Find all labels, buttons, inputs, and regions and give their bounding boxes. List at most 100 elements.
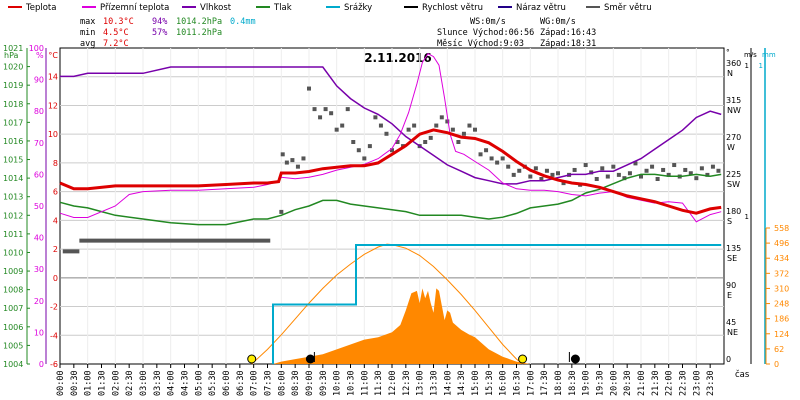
wind-dir-point — [423, 140, 428, 144]
stats-avg-temp: 7.2°C — [103, 39, 129, 49]
x-tick-label: 14:00 — [443, 370, 453, 396]
x-tick-label: 07:00 — [250, 370, 260, 396]
stats-max-press: 1014.2hPa — [176, 17, 222, 27]
wind-dir-point — [412, 123, 417, 128]
humidity-tick-label: 30 — [34, 265, 44, 274]
wind-dir-point — [705, 172, 710, 177]
wind-dir-compass-label: NW — [727, 106, 741, 115]
wind-speed-top-tick: 1 — [745, 62, 749, 70]
wind-dir-point — [478, 152, 483, 157]
wind-dir-point — [650, 164, 655, 169]
wind-dir-point — [556, 171, 560, 176]
humidity-tick-label: 50 — [34, 202, 44, 211]
wind-dir-point — [699, 166, 704, 171]
wind-dir-point — [473, 127, 477, 132]
wind-dir-axis-unit: ° — [726, 48, 730, 57]
x-tick-label: 10:30 — [347, 370, 357, 396]
x-tick-label: 15:30 — [485, 370, 495, 396]
wind-dir-point — [323, 107, 328, 112]
x-tick-label: 13:30 — [430, 370, 440, 396]
wind-speed-axis-unit: m/s — [744, 51, 757, 59]
solar-tick-label: 496 — [774, 239, 789, 248]
x-tick-label: 11:30 — [374, 370, 384, 396]
feels-like-line — [59, 53, 722, 223]
wind-dir-point — [683, 167, 688, 172]
legend-label-wind_gust: Náraz větru — [516, 3, 566, 13]
sunset-marker — [518, 354, 528, 364]
chart-axes: hPa1004100510061007100810091010101110121… — [3, 44, 789, 369]
stats-max-hum: 94% — [152, 17, 167, 27]
wind-dir-point — [716, 168, 721, 173]
temperature-tick-label: 8 — [53, 159, 58, 168]
stats-max-label: max — [80, 17, 95, 27]
temperature-tick-label: -6 — [50, 360, 58, 369]
wind-dir-point — [495, 160, 500, 165]
wind-dir-point — [439, 115, 444, 120]
solar-tick-label: 558 — [774, 224, 789, 233]
temperature-tick-label: 0 — [53, 274, 58, 283]
hpa-tick-label: 1017 — [3, 118, 23, 127]
moonrise-marker — [305, 354, 315, 364]
hpa-tick-label: 1012 — [3, 211, 23, 220]
wind-dir-point — [672, 163, 677, 168]
hpa-tick-label: 1005 — [3, 341, 23, 350]
wind-gust-info: WG:0m/s — [540, 17, 576, 27]
wind-dir-compass-label: SW — [727, 180, 740, 189]
wind-dir-point — [340, 123, 345, 128]
x-tick-label: 21:00 — [637, 370, 647, 396]
wind-dir-point — [450, 127, 455, 132]
wind-dir-point — [661, 167, 666, 172]
wind-dir-point — [295, 164, 300, 169]
wind-dir-point — [307, 86, 311, 91]
wind-dir-compass-label: E — [727, 291, 732, 300]
solar-tick-label: 124 — [774, 330, 789, 339]
hpa-tick-label: 1008 — [3, 286, 23, 295]
x-tick-label: 21:30 — [651, 370, 661, 396]
wind-dir-tick-label: 360 — [726, 59, 741, 68]
humidity-tick-label: 40 — [34, 234, 44, 243]
wind-dir-point — [666, 172, 671, 177]
humidity-tick-label: 20 — [34, 297, 44, 306]
x-tick-label: 20:00 — [609, 370, 619, 396]
wind-dir-point — [456, 140, 461, 144]
wind-dir-point — [279, 209, 284, 214]
hpa-tick-label: 1004 — [3, 360, 23, 369]
temperature-tick-label: 12 — [48, 101, 58, 110]
x-tick-label: 08:30 — [291, 370, 301, 396]
hpa-tick-label: 1014 — [3, 174, 23, 183]
wind-dir-point — [655, 177, 660, 181]
solar-tick-label: 0 — [774, 360, 779, 369]
stats-max-temp: 10.3°C — [103, 17, 134, 27]
wind-dir-point — [318, 115, 323, 120]
x-tick-label: 02:00 — [111, 370, 121, 396]
x-tick-label: 18:30 — [568, 370, 578, 396]
solar-area — [273, 288, 531, 364]
wind-dir-point — [611, 164, 616, 169]
stats-block: max 10.3°C 94% 1014.2hPa 0.4mm min 4.5°C… — [80, 17, 256, 49]
x-tick-label: 17:30 — [540, 370, 550, 396]
x-tick-label: 23:30 — [706, 370, 716, 396]
wind-dir-point — [500, 156, 505, 161]
hpa-tick-label: 1019 — [3, 81, 23, 90]
temperature-line — [59, 128, 722, 215]
wind-dir-point — [627, 171, 632, 176]
wind-dir-tick-label: 90 — [726, 281, 736, 290]
hpa-tick-label: 1015 — [3, 156, 23, 165]
wind-dir-point — [539, 177, 544, 181]
solar-tick-label: 186 — [774, 315, 789, 324]
hpa-tick-label: 1009 — [3, 267, 23, 276]
x-tick-label: 12:00 — [388, 370, 398, 396]
wind-dir-point — [280, 152, 285, 157]
wind-dir-point — [544, 168, 549, 173]
wind-dir-point — [550, 172, 555, 177]
rain-top-tick: 1 — [759, 62, 763, 70]
temperature-tick-label: -4 — [50, 331, 58, 340]
legend-label-wind_speed: Rychlost větru — [422, 3, 483, 13]
wind-dir-point — [533, 166, 538, 171]
hpa-tick-label: 1007 — [3, 304, 23, 313]
wind-dir-tick-label: 225 — [726, 170, 741, 179]
x-tick-label: 16:30 — [513, 370, 523, 396]
wind-dir-point — [517, 168, 522, 173]
x-tick-label: 22:30 — [679, 370, 689, 396]
humidity-tick-label: 60 — [34, 170, 44, 179]
